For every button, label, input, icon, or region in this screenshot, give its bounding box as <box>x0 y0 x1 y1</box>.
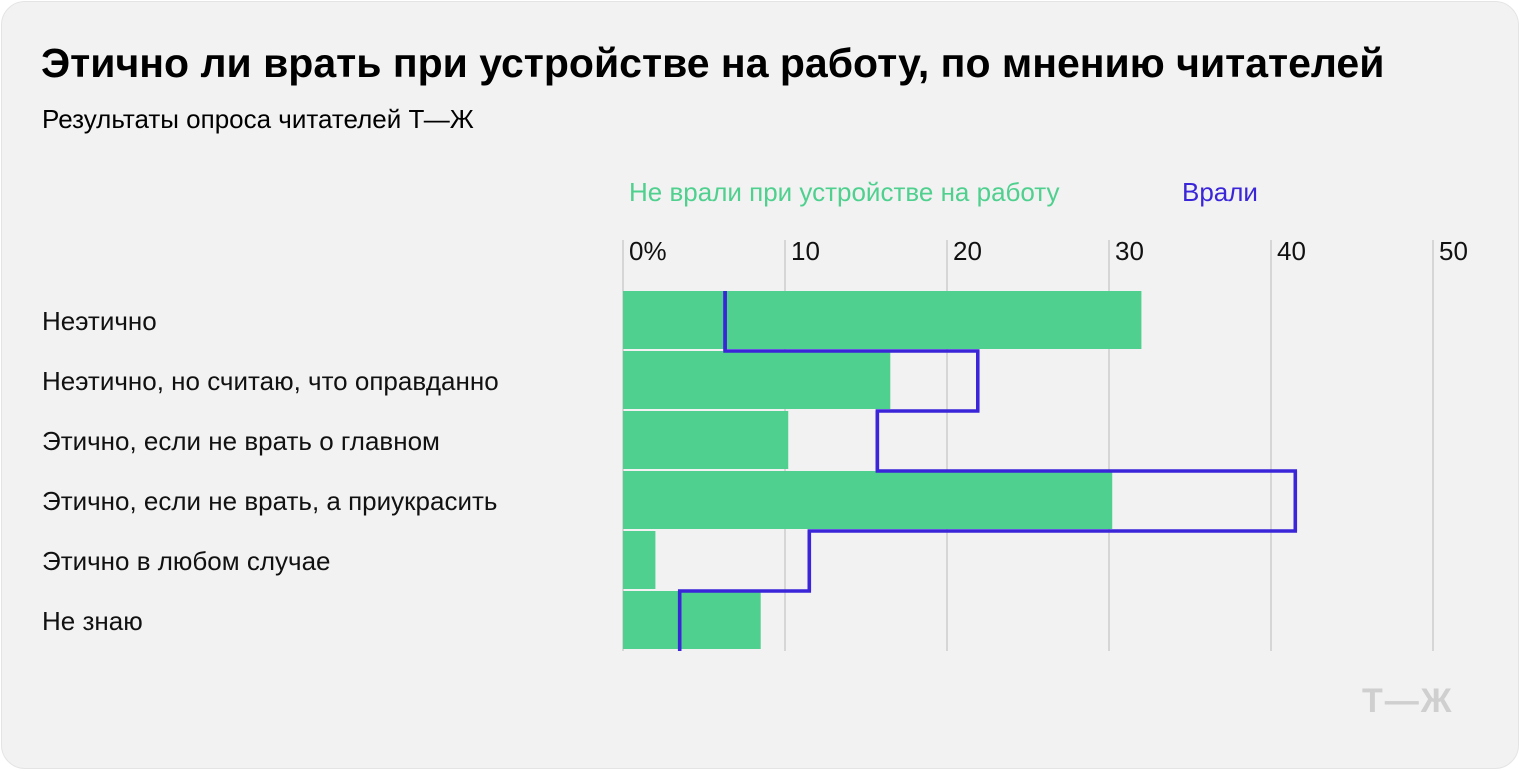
bar-not-lied <box>623 471 1113 529</box>
bar-not-lied <box>623 351 891 409</box>
x-tick-label: 40 <box>1277 236 1306 266</box>
chart-title: Этично ли врать при устройстве на работу… <box>41 40 1385 86</box>
step-line-lied <box>677 291 1298 651</box>
bar-not-lied <box>623 531 656 589</box>
bar-not-lied <box>623 411 789 469</box>
brand-logo: Т—Ж <box>1362 682 1454 720</box>
bar-not-lied <box>623 591 761 649</box>
category-label: Этично в любом случае <box>42 546 331 576</box>
category-label: Этично, если не врать о главном <box>42 426 440 456</box>
x-tick-label: 50 <box>1439 236 1468 266</box>
x-tick-label: 0% <box>629 236 667 266</box>
category-label: Неэтично, но считаю, что оправданно <box>42 366 499 396</box>
chart-subtitle: Результаты опроса читателей Т—Ж <box>42 104 474 134</box>
category-label: Неэтично <box>42 306 157 336</box>
x-tick-label: 30 <box>1115 236 1144 266</box>
legend-lied: Врали <box>1182 177 1258 207</box>
bar-not-lied <box>623 291 1142 349</box>
x-tick-label: 20 <box>953 236 982 266</box>
x-tick-label: 10 <box>791 236 820 266</box>
legend-not-lied: Не врали при устройстве на работу <box>629 177 1060 207</box>
category-label: Этично, если не врать, а приукрасить <box>42 486 497 516</box>
category-label: Не знаю <box>42 606 143 636</box>
